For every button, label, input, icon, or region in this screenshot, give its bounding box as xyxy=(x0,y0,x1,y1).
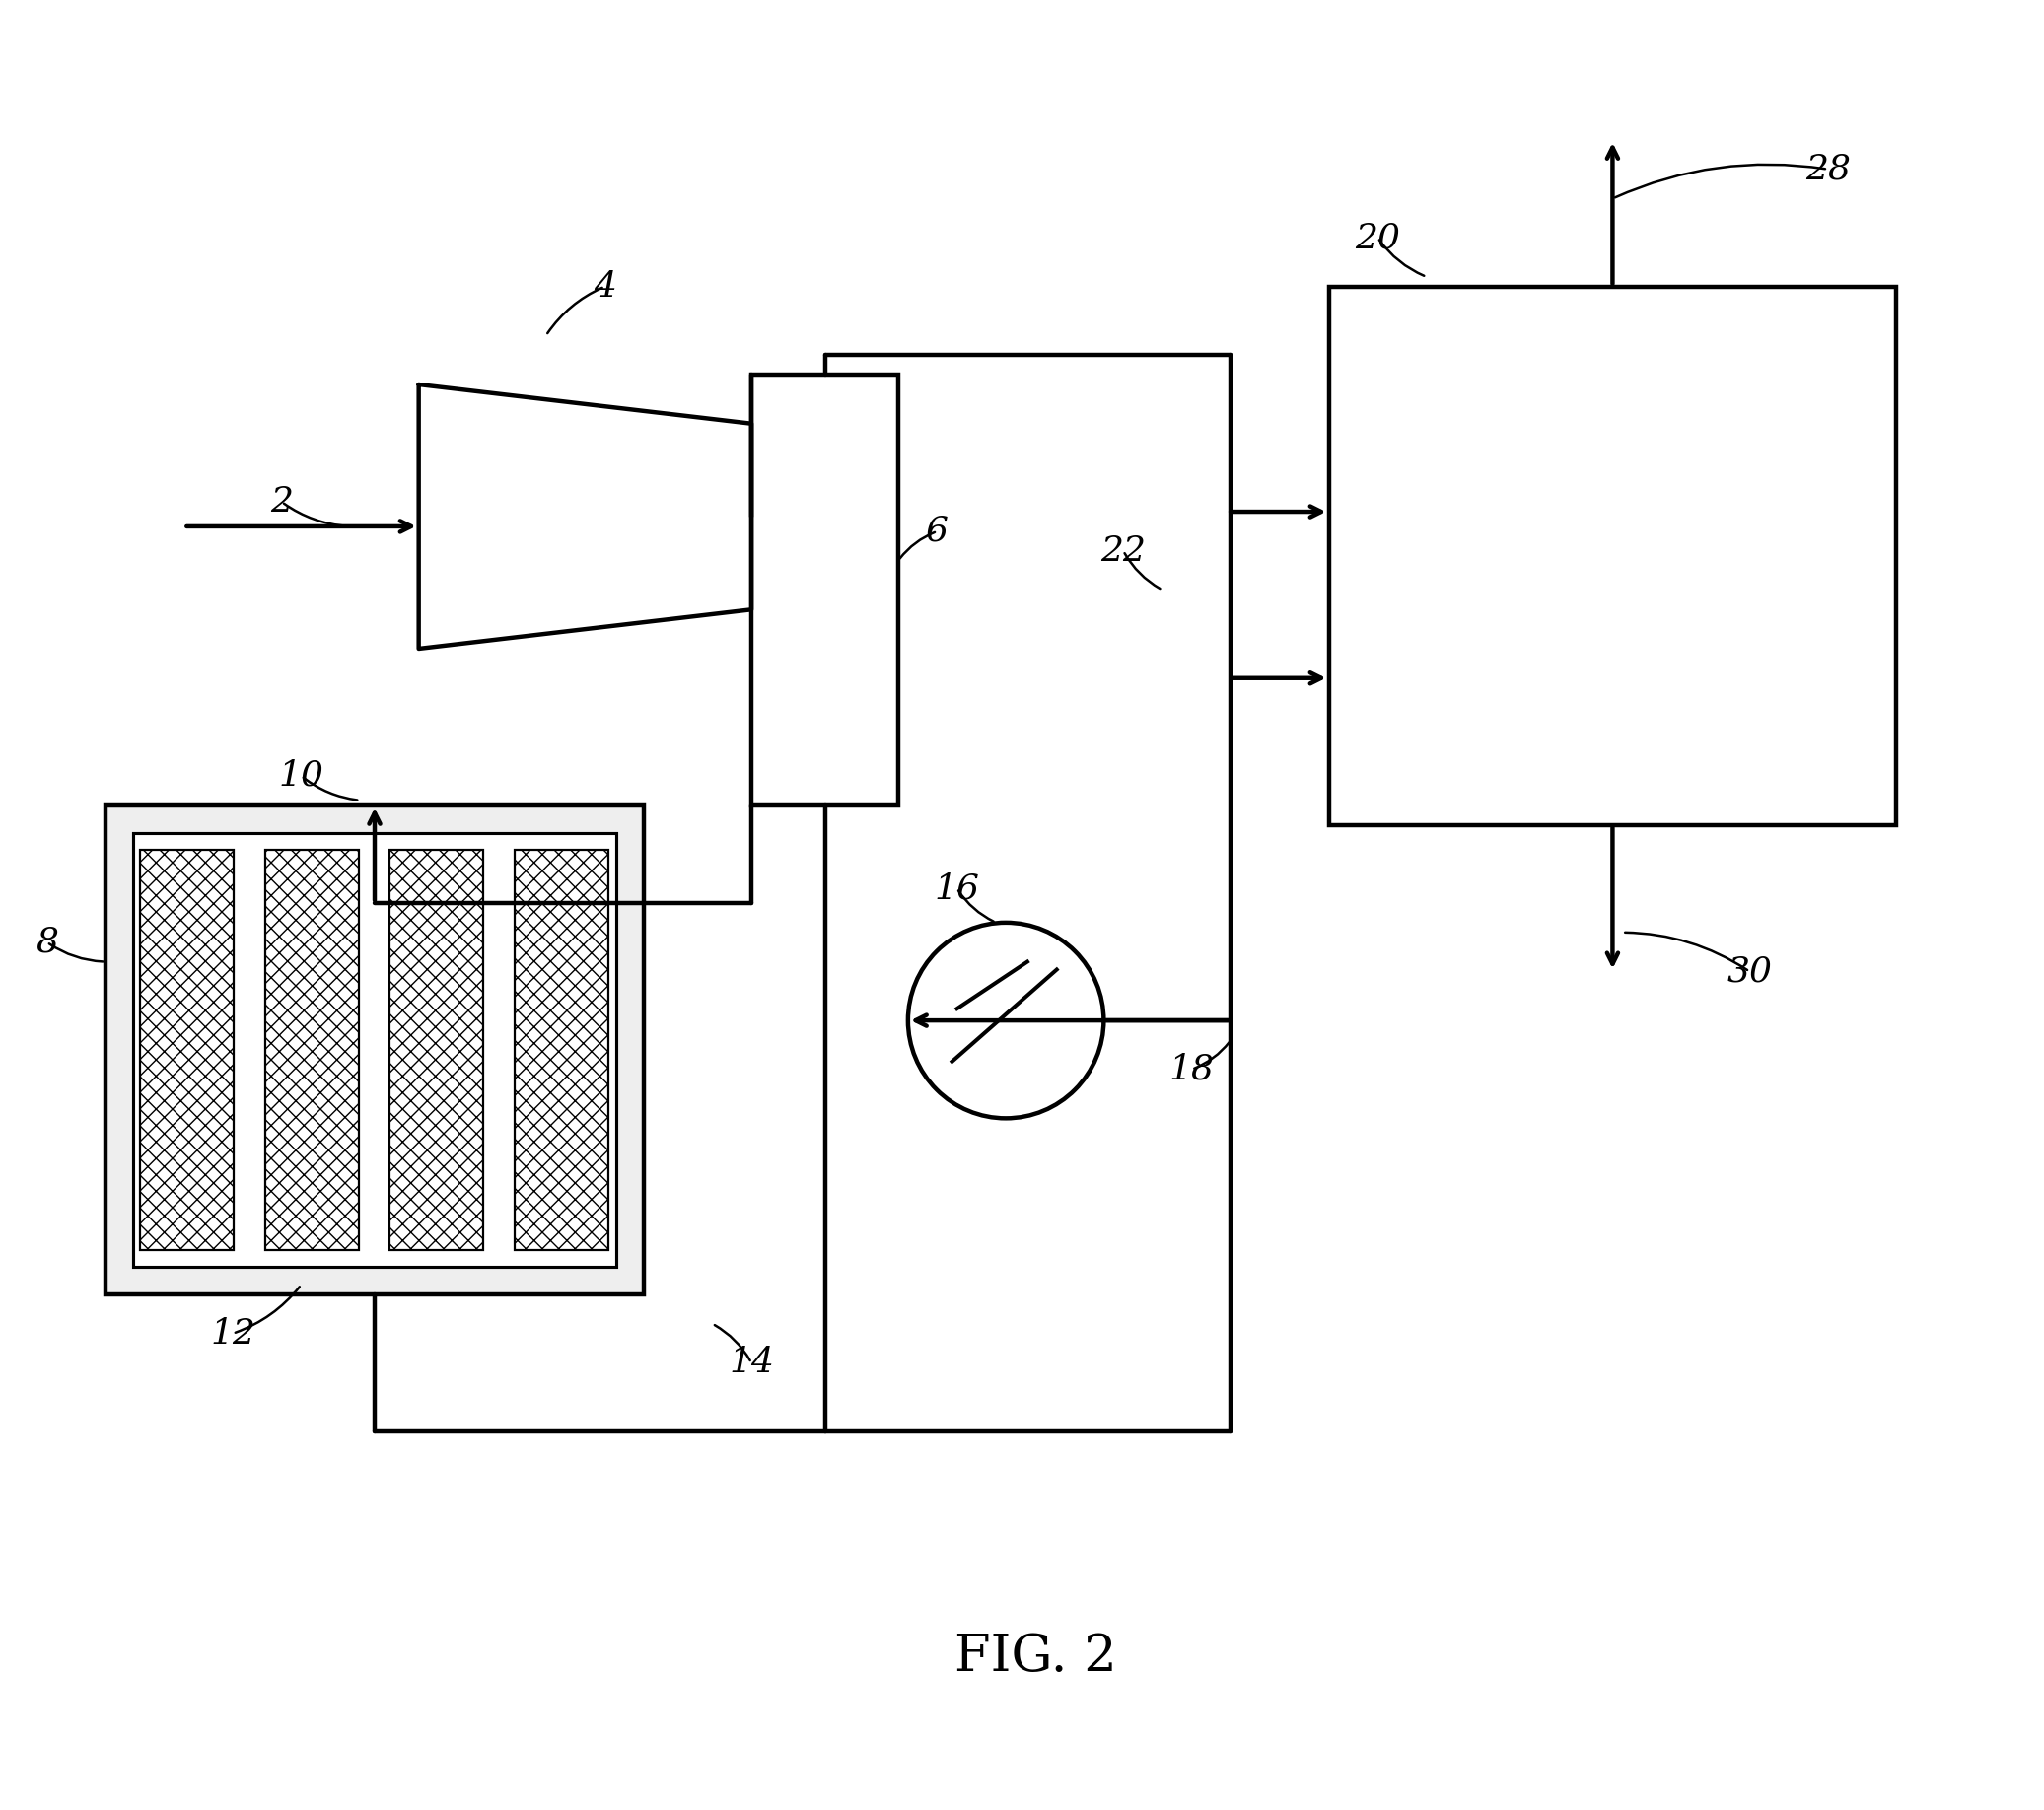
Text: 14: 14 xyxy=(730,1347,775,1379)
Text: 4: 4 xyxy=(593,270,615,304)
Bar xyxy=(266,851,358,1251)
Bar xyxy=(752,375,897,805)
Text: 12: 12 xyxy=(211,1316,256,1350)
Text: 8: 8 xyxy=(35,925,57,959)
Bar xyxy=(139,851,233,1251)
Text: 28: 28 xyxy=(1805,152,1850,186)
Text: 30: 30 xyxy=(1727,954,1772,988)
Text: 20: 20 xyxy=(1355,221,1400,255)
Text: 2: 2 xyxy=(270,485,292,519)
Bar xyxy=(1329,286,1897,825)
Text: 18: 18 xyxy=(1169,1053,1214,1086)
Text: 22: 22 xyxy=(1100,534,1147,568)
Bar xyxy=(515,851,609,1251)
Bar xyxy=(390,851,484,1251)
Bar xyxy=(106,805,644,1294)
Polygon shape xyxy=(419,384,752,648)
Text: 10: 10 xyxy=(278,758,325,793)
Bar xyxy=(133,833,617,1267)
Text: FIG. 2: FIG. 2 xyxy=(955,1631,1116,1681)
Text: 16: 16 xyxy=(934,872,979,905)
Circle shape xyxy=(908,923,1104,1119)
Text: 6: 6 xyxy=(926,514,948,548)
